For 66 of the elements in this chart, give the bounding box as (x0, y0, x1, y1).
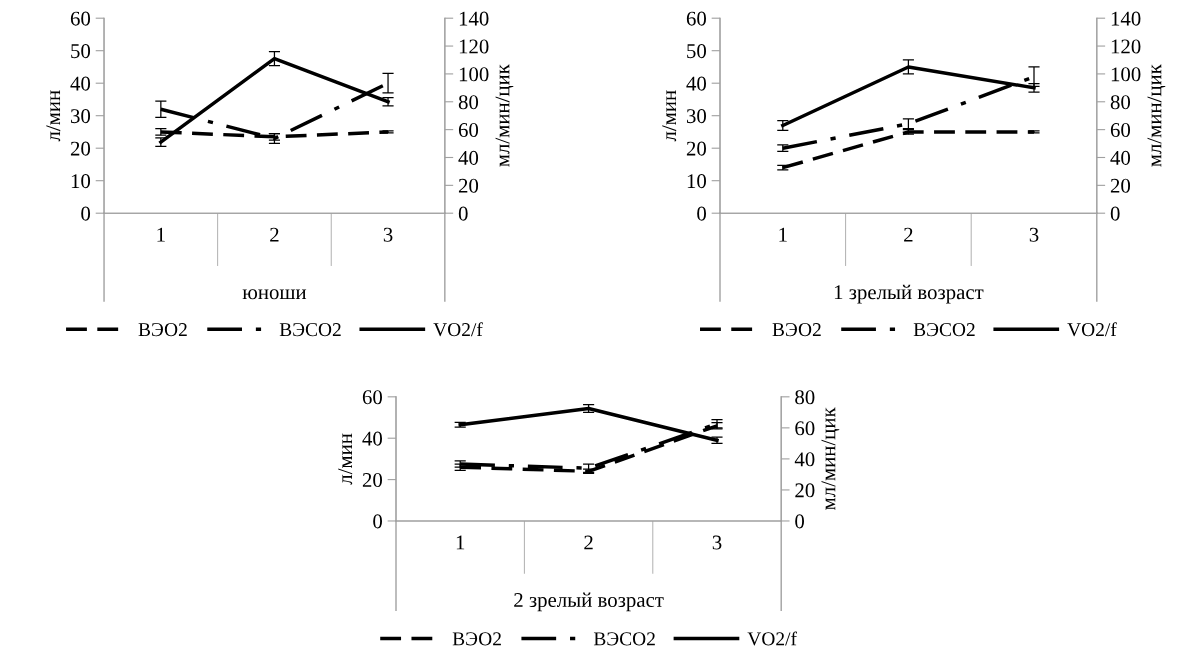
y-tick-label: 0 (373, 514, 383, 529)
y2-tick-label: 20 (795, 483, 815, 498)
legend-label: VO2/f (747, 631, 797, 646)
y-tick-label: 60 (362, 390, 383, 405)
y-tick-label: 0 (697, 206, 707, 221)
y2-tick-label: 100 (1111, 67, 1141, 82)
x-tick-label: 3 (712, 535, 722, 550)
y-tick-label: 20 (70, 141, 91, 156)
y2-axis-title: мл/мин/цик (821, 407, 840, 510)
legend-label: VO2/f (1067, 322, 1117, 337)
y-tick-label: 60 (70, 11, 91, 26)
legend-label: VO2/f (433, 322, 483, 337)
y2-tick-label: 0 (1110, 206, 1120, 221)
x-tick-label: 2 (584, 535, 593, 550)
legend-label: ВЭО2 (452, 632, 501, 646)
y2-tick-label: 20 (458, 178, 479, 193)
y-tick-label: 50 (687, 44, 707, 59)
y2-tick-label: 40 (1110, 150, 1131, 165)
legend-label: ВЭСО2 (913, 323, 975, 337)
legend-label: ВЭО2 (772, 323, 821, 337)
x-tick-label: 1 (157, 227, 165, 242)
y2-tick-label: 60 (795, 421, 815, 436)
y-tick-label: 30 (686, 109, 707, 124)
x-axis-title: 2 зрелый возраст (514, 592, 664, 612)
x-tick-label: 1 (779, 227, 787, 242)
y-tick-label: 60 (686, 11, 707, 26)
y2-tick-label: 120 (459, 39, 489, 54)
y2-tick-label: 140 (1111, 11, 1141, 26)
y2-tick-label: 0 (795, 514, 805, 529)
y2-tick-label: 40 (794, 452, 815, 467)
y2-tick-label: 60 (1110, 123, 1131, 138)
legend-label: ВЭО2 (138, 323, 187, 337)
y2-tick-label: 100 (459, 67, 489, 82)
x-tick-label: 2 (270, 227, 279, 242)
y-axis-title: л/мин (662, 90, 677, 142)
y-tick-label: 50 (71, 44, 91, 59)
y-tick-label: 10 (71, 174, 91, 189)
y2-axis-title: мл/мин/цик (1147, 64, 1166, 167)
y2-tick-label: 60 (458, 123, 479, 138)
y2-tick-label: 80 (795, 390, 815, 405)
y-tick-label: 20 (686, 141, 707, 156)
y2-tick-label: 80 (458, 95, 479, 110)
legend-label: ВЭСО2 (279, 323, 341, 337)
y2-axis-title: мл/мин/цик (495, 64, 514, 167)
x-tick-label: 3 (1029, 227, 1039, 242)
x-axis-title: юноши (242, 289, 307, 300)
y-tick-label: 20 (362, 472, 383, 488)
y2-tick-label: 140 (459, 11, 489, 26)
y-tick-label: 40 (686, 76, 707, 91)
y-tick-label: 30 (71, 109, 91, 124)
y2-tick-label: 120 (1111, 39, 1141, 54)
y2-tick-label: 0 (458, 206, 468, 221)
y2-tick-label: 40 (458, 150, 479, 165)
x-tick-label: 2 (904, 227, 913, 242)
y-tick-label: 40 (70, 76, 91, 91)
legend-label: ВЭСО2 (593, 632, 655, 646)
x-tick-label: 3 (383, 227, 393, 242)
y-tick-label: 40 (362, 431, 383, 446)
y2-tick-label: 20 (1110, 178, 1131, 193)
y-axis-title: л/мин (338, 433, 353, 485)
x-axis-title: 1 зрелый возраст (834, 284, 984, 304)
y-tick-label: 0 (81, 206, 91, 221)
y-axis-title: л/мин (46, 90, 61, 142)
y2-tick-label: 80 (1110, 95, 1131, 110)
x-tick-label: 1 (456, 535, 465, 550)
y-tick-label: 10 (687, 174, 707, 189)
